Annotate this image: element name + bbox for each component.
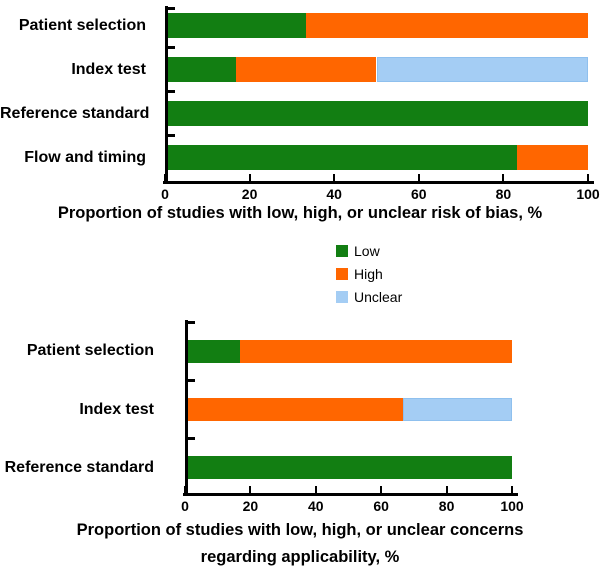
category-label: Flow and timing — [24, 148, 146, 166]
category-label: Patient selection — [26, 342, 154, 359]
legend-item-high: High — [336, 266, 402, 282]
category-label: Index test — [79, 400, 154, 418]
y-axis — [165, 6, 168, 184]
legend-label: High — [354, 266, 383, 282]
y-axis-tick — [168, 6, 175, 10]
x-axis-tick — [445, 486, 448, 493]
bar-segment-low — [185, 339, 240, 363]
x-tick-label: 40 — [308, 498, 324, 514]
x-axis-tick — [333, 174, 336, 181]
x-tick-label: 20 — [241, 186, 258, 202]
x-axis-title: Proportion of studies with low, high, or… — [0, 200, 600, 227]
legend-label: Low — [354, 243, 380, 259]
x-axis-tick — [502, 174, 505, 181]
x-tick-label: 40 — [326, 186, 342, 202]
x-axis-tick — [249, 486, 252, 493]
category-label: Reference standard — [4, 458, 154, 476]
x-tick-label: 80 — [438, 498, 455, 514]
legend: Low High Unclear — [336, 243, 402, 305]
x-tick-label: 20 — [242, 498, 259, 514]
legend-swatch-low — [336, 245, 348, 257]
x-axis — [183, 493, 518, 496]
x-axis-title-line: regarding applicability, % — [200, 548, 400, 566]
legend-item-unclear: Unclear — [336, 289, 402, 305]
bar-segment-unclear — [376, 57, 588, 82]
bar-segment-low — [165, 101, 588, 126]
y-axis-tick — [168, 90, 175, 93]
x-tick-label: 80 — [495, 186, 512, 202]
x-axis-tick — [164, 174, 166, 181]
y-axis-tick — [188, 320, 195, 324]
category-label: Patient selection — [18, 16, 146, 34]
x-axis-title: Proportion of studies with low, high, or… — [0, 517, 600, 571]
bar-segment-high — [305, 13, 588, 38]
x-axis-tick — [184, 486, 186, 493]
bar-segment-low — [165, 145, 518, 170]
bar-segment-high — [185, 398, 404, 421]
bar-segment-unclear — [403, 398, 512, 421]
x-tick-label: 60 — [373, 498, 389, 514]
x-tick-label: 0 — [181, 498, 189, 514]
bar-segment-low — [165, 13, 306, 38]
bar-segment-high — [235, 57, 377, 82]
x-tick-label: 0 — [161, 186, 169, 202]
x-axis-tick — [511, 486, 513, 493]
x-axis-tick — [380, 486, 383, 493]
category-label: Reference standard — [0, 104, 150, 122]
x-axis-title-line: Proportion of studies with low, high, or… — [76, 521, 524, 539]
x-axis — [163, 181, 594, 184]
legend-swatch-unclear — [336, 291, 348, 303]
x-axis-tick — [417, 174, 420, 181]
legend-label: Unclear — [354, 289, 403, 305]
bar-segment-low — [165, 57, 236, 82]
category-label: Index test — [71, 60, 146, 78]
y-axis — [185, 320, 188, 496]
bar-segment-high — [239, 339, 512, 363]
x-tick-label: 60 — [411, 186, 427, 202]
x-tick-label: 100 — [576, 186, 600, 202]
y-axis-tick — [188, 378, 195, 382]
y-axis-tick — [168, 134, 175, 137]
x-axis-tick — [587, 174, 589, 181]
x-axis-title-line: Proportion of studies with low, high, or… — [57, 204, 543, 222]
bar-segment-low — [185, 456, 512, 479]
x-tick-label: 100 — [500, 498, 524, 514]
legend-item-low: Low — [336, 243, 402, 259]
x-axis-tick — [248, 174, 251, 181]
legend-swatch-high — [336, 268, 348, 280]
bar-segment-high — [517, 145, 588, 170]
x-axis-tick — [314, 486, 317, 493]
y-axis-tick — [168, 46, 175, 49]
y-axis-tick — [188, 437, 195, 440]
